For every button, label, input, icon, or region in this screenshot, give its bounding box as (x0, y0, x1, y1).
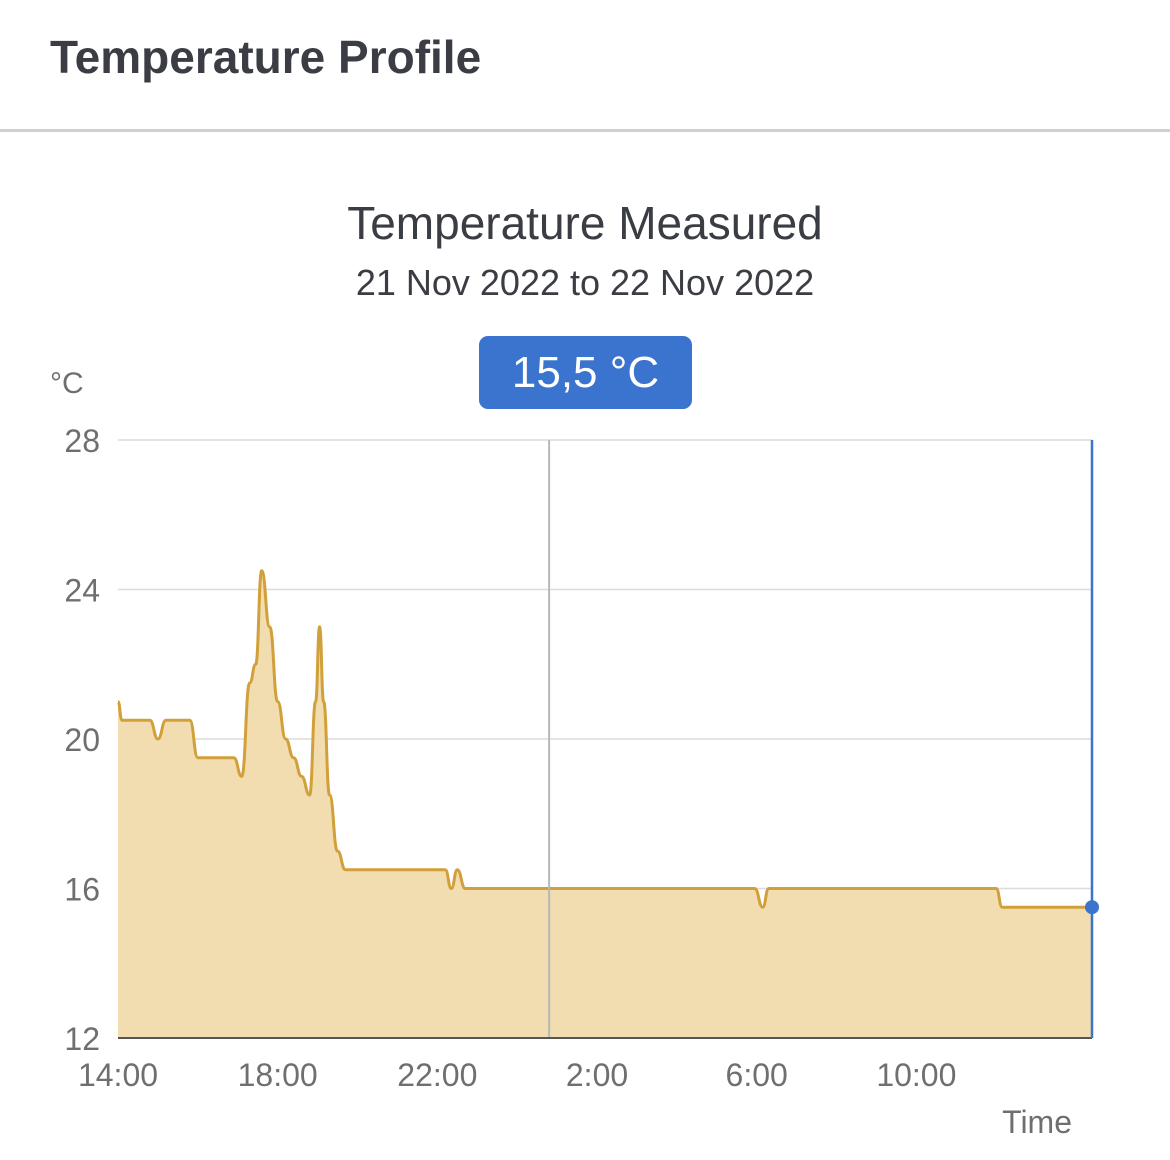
x-axis-label: Time (1002, 1104, 1072, 1140)
y-axis-unit-label: °C (50, 367, 84, 400)
y-tick-label: 20 (64, 722, 100, 758)
tooltip-value-badge: 15,5 °C (479, 336, 692, 409)
chart-subtitle: 21 Nov 2022 to 22 Nov 2022 (355, 262, 815, 303)
x-tick-label: 10:00 (876, 1057, 956, 1093)
x-tick-label: 2:00 (566, 1057, 628, 1093)
x-tick-label: 6:00 (726, 1057, 788, 1093)
x-tick-label: 22:00 (397, 1057, 477, 1093)
cursor-point[interactable] (1085, 900, 1099, 915)
series-line (116, 569, 1092, 909)
y-tick-label: 28 (64, 423, 100, 459)
page-title: Temperature Profile (50, 31, 482, 83)
y-tick-label: 24 (64, 573, 100, 609)
chart-title: Temperature Measured (347, 197, 823, 249)
x-tick-label: 18:00 (238, 1057, 318, 1093)
y-tick-label: 16 (64, 872, 100, 908)
series-area (118, 570, 1092, 1038)
x-tick-label: 14:00 (78, 1057, 158, 1093)
y-tick-label: 12 (64, 1021, 100, 1057)
page-header: Temperature Profile (0, 0, 1170, 132)
